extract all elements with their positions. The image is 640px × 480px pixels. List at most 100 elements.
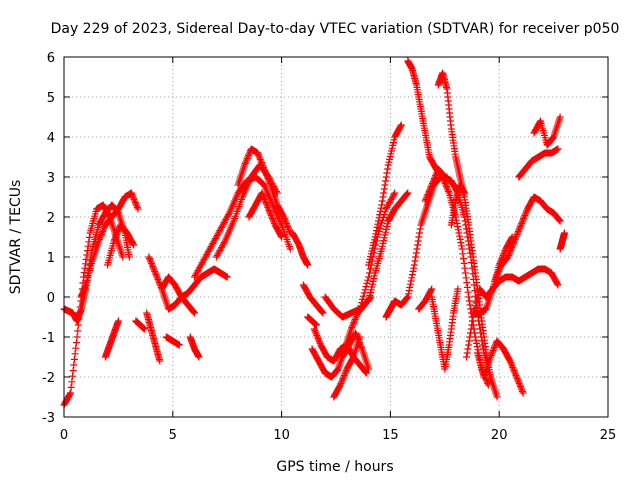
data-point xyxy=(350,319,358,327)
data-point xyxy=(156,357,164,365)
data-point xyxy=(267,211,275,219)
data-point xyxy=(505,251,513,259)
series-arc35 xyxy=(473,337,527,397)
data-point xyxy=(414,241,422,249)
data-point xyxy=(261,168,269,176)
series-arc2 xyxy=(60,201,133,325)
data-point xyxy=(378,201,386,209)
data-point xyxy=(518,218,526,226)
data-point xyxy=(339,375,347,383)
data-point xyxy=(432,170,440,178)
data-point xyxy=(310,325,318,333)
data-point xyxy=(68,378,76,386)
data-point xyxy=(373,223,381,231)
data-point xyxy=(315,338,323,346)
plot-frame xyxy=(63,56,609,418)
y-tick-label: -1 xyxy=(42,331,55,346)
y-tick-label: 6 xyxy=(47,51,55,66)
data-point xyxy=(507,245,515,253)
data-point xyxy=(456,235,464,243)
data-point xyxy=(382,177,390,185)
data-point xyxy=(403,295,411,303)
data-point xyxy=(427,183,435,191)
series-arc39 xyxy=(556,229,568,253)
data-point xyxy=(429,178,437,186)
data-point xyxy=(460,259,468,267)
series-arc26 xyxy=(382,173,451,321)
data-point xyxy=(427,286,435,294)
data-point xyxy=(259,191,267,199)
data-point xyxy=(67,383,75,391)
data-point xyxy=(493,272,501,280)
data-point xyxy=(265,205,273,213)
data-point xyxy=(514,376,522,384)
data-point xyxy=(365,365,373,373)
data-point xyxy=(220,239,228,247)
data-point xyxy=(360,289,368,297)
data-point xyxy=(348,323,356,331)
data-point xyxy=(516,381,524,389)
data-point xyxy=(460,189,468,197)
data-point xyxy=(151,269,159,277)
data-point xyxy=(443,183,451,191)
x-tick-label: 20 xyxy=(491,428,508,443)
data-point xyxy=(509,240,517,248)
data-point xyxy=(390,191,398,199)
data-point xyxy=(243,156,251,164)
data-point xyxy=(69,367,77,375)
data-point xyxy=(492,274,500,282)
data-point xyxy=(356,339,364,347)
x-axis-label: GPS time / hours xyxy=(276,459,393,475)
data-point xyxy=(411,257,419,265)
data-point xyxy=(461,269,469,277)
data-point xyxy=(130,195,138,203)
data-point xyxy=(520,215,528,223)
data-point xyxy=(426,186,434,194)
series-arc25 xyxy=(365,189,412,305)
data-point xyxy=(145,253,153,261)
data-point xyxy=(421,197,429,205)
series-arc38 xyxy=(530,113,564,149)
y-tick-label: -2 xyxy=(42,371,55,386)
data-point xyxy=(515,226,523,234)
y-axis-label: SDTVAR / TECUs xyxy=(8,180,24,295)
data-point xyxy=(73,333,81,341)
data-point xyxy=(315,336,323,344)
data-point xyxy=(376,207,384,215)
series-arc23 xyxy=(321,189,399,321)
data-point xyxy=(99,226,107,234)
data-point xyxy=(464,288,472,296)
data-point xyxy=(347,325,355,333)
data-point xyxy=(266,179,274,187)
series-arc6 xyxy=(132,317,149,333)
data-point xyxy=(95,235,103,243)
data-point xyxy=(258,159,266,167)
y-tick-label: -3 xyxy=(42,411,55,426)
data-point xyxy=(72,339,80,347)
data-point xyxy=(516,223,524,231)
data-point xyxy=(366,265,374,273)
data-point xyxy=(154,275,162,283)
data-point xyxy=(133,202,141,210)
data-point xyxy=(340,371,348,379)
data-point xyxy=(432,171,440,179)
data-point xyxy=(362,369,370,377)
data-point xyxy=(457,239,465,247)
data-point xyxy=(491,277,499,285)
data-point xyxy=(67,389,75,397)
data-point xyxy=(465,341,473,349)
x-tick-labels: 0 5 10 15 20 25 xyxy=(60,428,616,443)
data-point xyxy=(513,375,521,383)
data-point xyxy=(496,264,504,272)
data-point xyxy=(358,299,366,307)
data-point xyxy=(468,321,476,329)
data-point xyxy=(283,221,291,229)
series-arc34 xyxy=(469,233,516,317)
data-point xyxy=(361,286,369,294)
data-point xyxy=(505,250,513,258)
data-point xyxy=(414,237,422,245)
data-point xyxy=(555,216,563,224)
data-point xyxy=(510,237,518,245)
data-point xyxy=(284,223,292,231)
